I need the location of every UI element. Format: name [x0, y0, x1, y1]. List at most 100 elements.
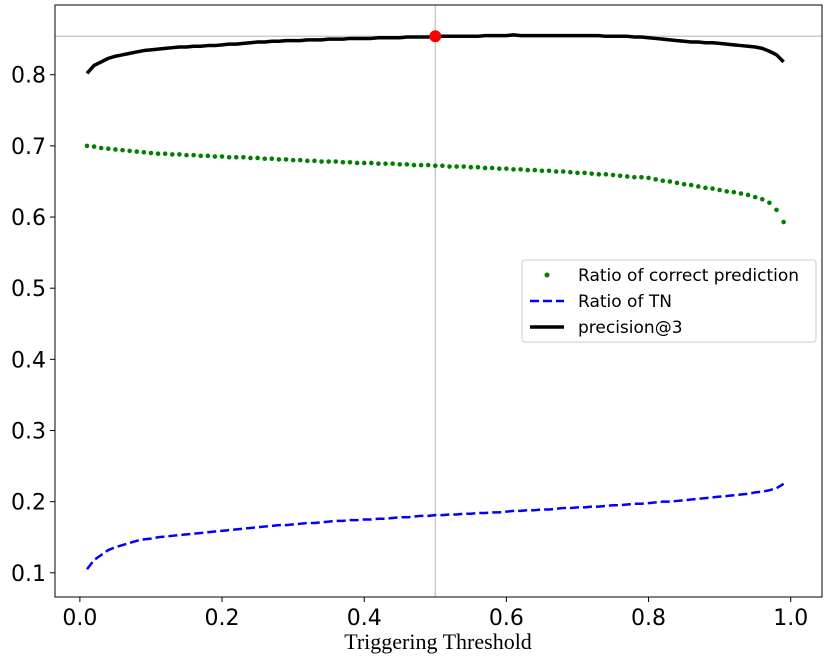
data-point: [141, 149, 147, 155]
data-point: [724, 189, 730, 194]
data-point: [84, 143, 90, 149]
data-point: [383, 161, 388, 166]
data-point: [752, 194, 758, 200]
data-point: [568, 169, 573, 175]
data-point: [290, 157, 296, 163]
data-point: [639, 174, 644, 180]
data-point: [674, 180, 680, 186]
x-tick-label: 0.8: [631, 606, 666, 631]
data-point: [354, 160, 360, 166]
legend-box: [521, 259, 817, 343]
data-point: [162, 151, 168, 157]
x-tick-label: 0.6: [489, 606, 524, 631]
x-tick-label: 0.2: [205, 606, 240, 631]
data-point: [596, 172, 602, 177]
data-point: [397, 162, 403, 167]
data-point: [475, 164, 481, 170]
data-point: [482, 165, 488, 171]
data-point: [91, 144, 97, 149]
data-point: [326, 159, 331, 164]
data-point: [411, 162, 417, 168]
data-point: [504, 166, 509, 171]
data-point: [518, 167, 523, 172]
data-point: [696, 184, 701, 189]
data-point: [177, 152, 182, 157]
data-point: [511, 167, 516, 172]
y-tick-label: 0.8: [11, 64, 46, 89]
data-point: [376, 161, 381, 166]
data-point: [433, 163, 438, 169]
legend-label: Ratio of TN: [578, 292, 672, 312]
x-axis-label: Triggering Threshold: [344, 629, 532, 654]
data-point: [319, 159, 324, 164]
data-point: [340, 159, 346, 165]
data-point: [369, 160, 374, 166]
data-point: [297, 157, 303, 163]
data-point: [710, 186, 715, 191]
legend-marker: [544, 272, 550, 278]
data-point: [717, 187, 722, 193]
y-tick-label: 0.1: [11, 562, 46, 587]
y-tick-label: 0.2: [11, 491, 46, 516]
data-point: [113, 147, 118, 152]
data-point: [610, 172, 616, 178]
legend-label: precision@3: [578, 318, 683, 338]
data-point: [731, 189, 737, 195]
y-tick-label: 0.7: [11, 135, 46, 160]
data-point: [632, 174, 637, 180]
data-point: [312, 158, 317, 164]
data-point: [347, 159, 353, 165]
data-point: [653, 177, 658, 182]
data-point: [461, 164, 467, 169]
y-tick-label: 0.3: [11, 420, 46, 445]
data-point: [226, 154, 232, 160]
legend-label: Ratio of correct prediction: [578, 266, 799, 286]
data-point: [667, 179, 673, 184]
data-point: [169, 152, 175, 157]
data-point: [305, 158, 310, 164]
data-point: [745, 192, 751, 198]
data-point: [582, 170, 587, 176]
data-point: [468, 164, 474, 170]
data-point: [617, 173, 623, 179]
data-point: [454, 164, 459, 169]
data-point: [553, 169, 559, 174]
data-point: [539, 168, 545, 174]
data-point: [241, 154, 246, 160]
data-line: [85, 482, 785, 571]
data-point: [767, 200, 772, 206]
data-point: [489, 165, 495, 171]
x-tick-label: 0.0: [62, 606, 97, 631]
data-point: [781, 219, 786, 225]
data-point: [589, 171, 594, 176]
data-point: [283, 157, 289, 162]
data-point: [106, 146, 111, 152]
data-point: [361, 160, 367, 166]
data-point: [248, 155, 253, 161]
data-point: [404, 162, 410, 167]
data-point: [205, 153, 211, 159]
data-point: [546, 168, 552, 174]
data-point: [212, 154, 218, 159]
data-point: [184, 152, 189, 158]
data-point: [660, 178, 666, 184]
data-point: [276, 157, 282, 162]
data-point: [759, 196, 765, 202]
data-point: [738, 191, 744, 196]
data-point: [390, 161, 395, 166]
data-point: [703, 185, 708, 191]
data-point: [440, 163, 445, 169]
data-point: [155, 151, 161, 157]
data-point: [532, 167, 538, 173]
data-point: [681, 182, 687, 187]
data-point: [98, 145, 104, 151]
data-point: [646, 175, 651, 181]
data-point: [262, 156, 267, 161]
data-point: [233, 154, 239, 160]
legend: Ratio of correct prediction Ratio of TN pr…: [521, 259, 817, 343]
data-point: [603, 172, 609, 177]
data-point: [774, 207, 779, 213]
data-point: [333, 159, 339, 164]
data-point: [219, 154, 225, 159]
